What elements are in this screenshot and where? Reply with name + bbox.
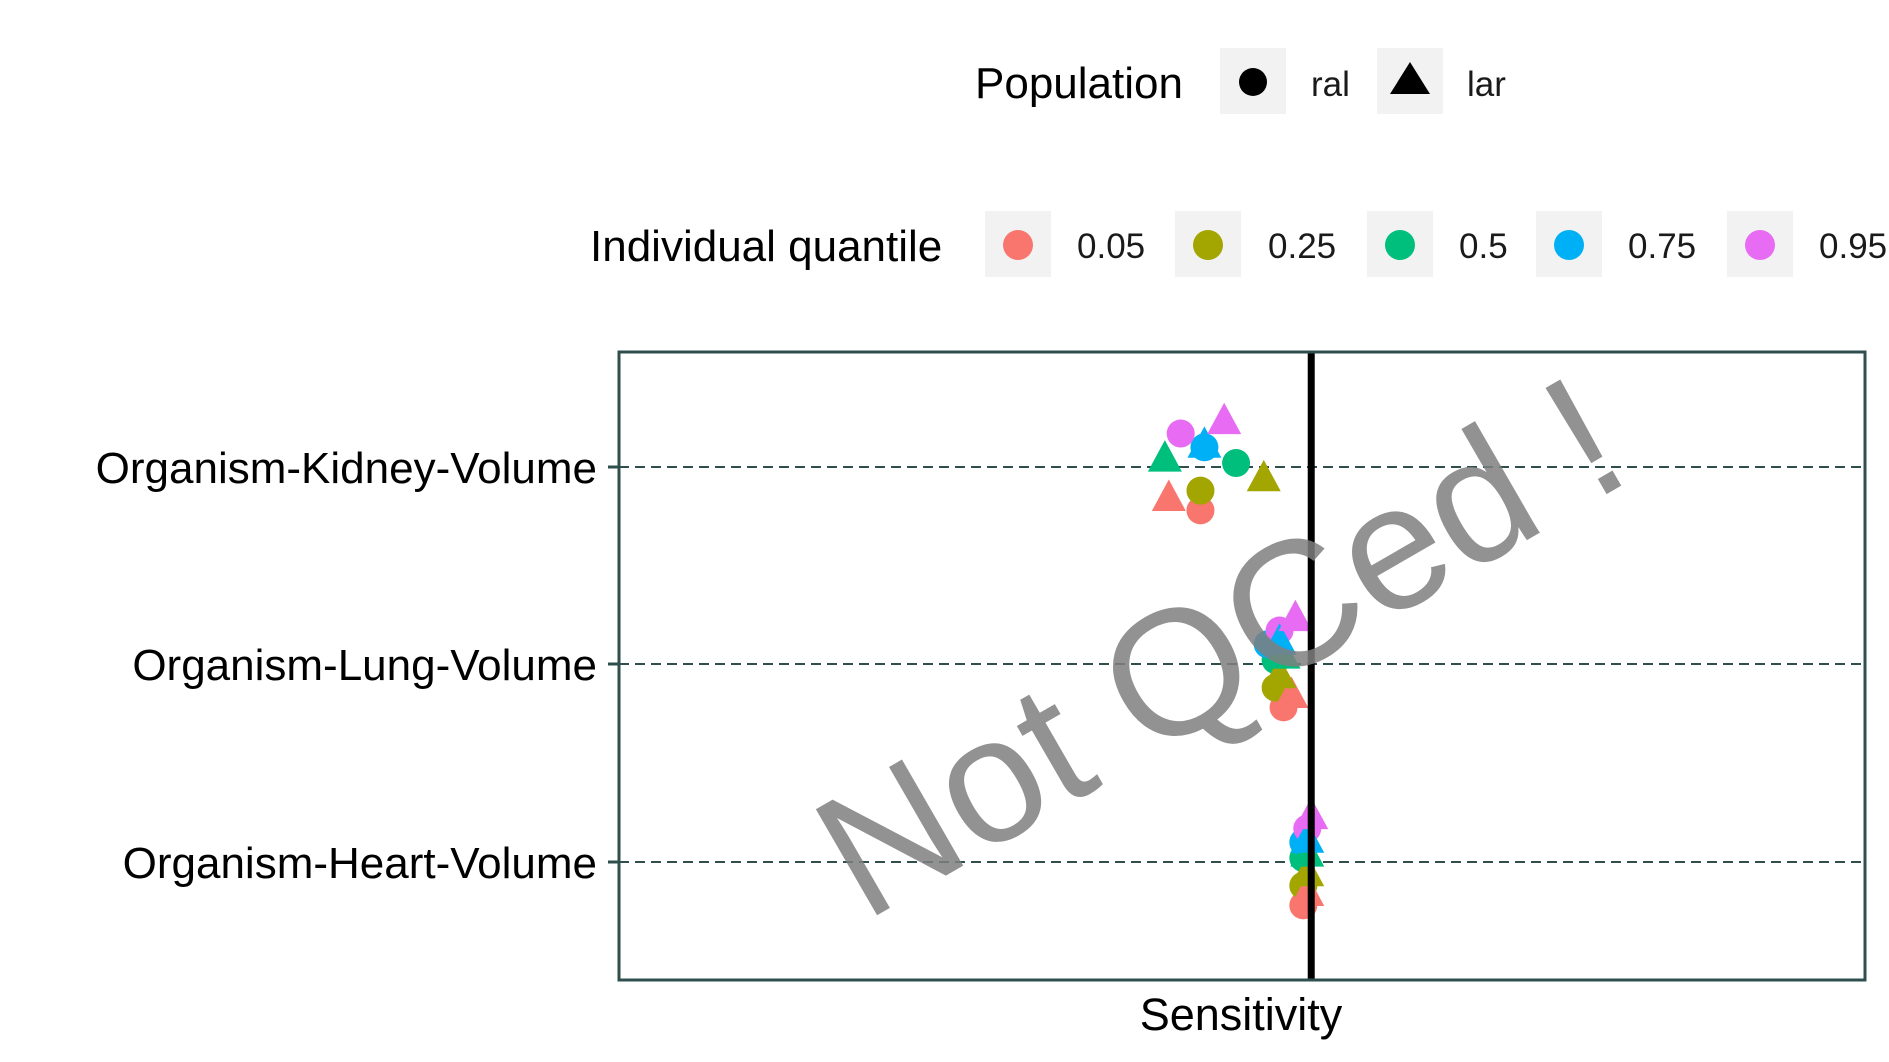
legend-key-lar-triangle xyxy=(1390,62,1430,94)
x-axis-label: Sensitivity xyxy=(1140,989,1343,1040)
legend-key-q025-dot xyxy=(1193,230,1223,260)
legend-label-q075: 0.75 xyxy=(1628,227,1696,266)
legend-key-q005-dot xyxy=(1003,230,1033,260)
legend-quantile-title: Individual quantile xyxy=(590,222,942,271)
point-lar-q025-organism-heart-volume xyxy=(1290,854,1325,887)
point-lar-q025-organism-lung-volume xyxy=(1262,656,1297,689)
legend-label-q025: 0.25 xyxy=(1268,227,1336,266)
y-tick-label-2: Organism-Lung-Volume xyxy=(132,641,597,690)
point-ral-q095-organism-kidney-volume xyxy=(1166,419,1195,448)
y-tick-label-3: Organism-Heart-Volume xyxy=(123,839,597,888)
legend-key-q075-dot xyxy=(1554,230,1584,260)
point-lar-q005-organism-kidney-volume xyxy=(1151,479,1186,511)
legend-label-q005: 0.05 xyxy=(1077,227,1145,266)
legend-quantile: Individual quantile 0.05 0.25 0.5 0.75 0… xyxy=(590,211,1887,277)
legend-label-ral: ral xyxy=(1311,65,1350,104)
point-ral-q005-organism-kidney-volume xyxy=(1186,496,1215,525)
legend-label-q095: 0.95 xyxy=(1819,227,1887,266)
point-lar-q075-organism-lung-volume xyxy=(1262,623,1297,655)
legend-population-title: Population xyxy=(975,59,1183,108)
point-lar-q075-organism-kidney-volume xyxy=(1187,426,1222,458)
y-tick-labels: Organism-Kidney-Volume Organism-Lung-Volu… xyxy=(96,444,597,888)
point-ral-q025-organism-kidney-volume xyxy=(1186,476,1215,505)
point-lar-q005-organism-heart-volume xyxy=(1290,874,1325,906)
legend-population: Population ral lar xyxy=(975,48,1506,114)
legend-key-q095-dot xyxy=(1745,230,1775,260)
point-lar-q095-organism-kidney-volume xyxy=(1207,402,1242,435)
legend-key-ral-circle xyxy=(1239,68,1267,96)
point-lar-q075-organism-heart-volume xyxy=(1290,821,1325,853)
y-ticks xyxy=(608,465,619,864)
legend-label-lar: lar xyxy=(1467,65,1506,104)
point-lar-q05-organism-kidney-volume xyxy=(1147,440,1182,472)
point-ral-q05-organism-kidney-volume xyxy=(1222,449,1251,478)
point-lar-q025-organism-kidney-volume xyxy=(1246,459,1281,492)
legend-label-q05: 0.5 xyxy=(1459,227,1508,266)
point-lar-q095-organism-lung-volume xyxy=(1278,599,1313,632)
panel-border xyxy=(617,350,1867,982)
point-lar-q005-organism-lung-volume xyxy=(1274,676,1309,708)
legend-key-q05-dot xyxy=(1385,230,1415,260)
y-tick-label-1: Organism-Kidney-Volume xyxy=(96,444,597,493)
plot-panel: Organism-Kidney-Volume Organism-Lung-Volu… xyxy=(96,350,1867,982)
